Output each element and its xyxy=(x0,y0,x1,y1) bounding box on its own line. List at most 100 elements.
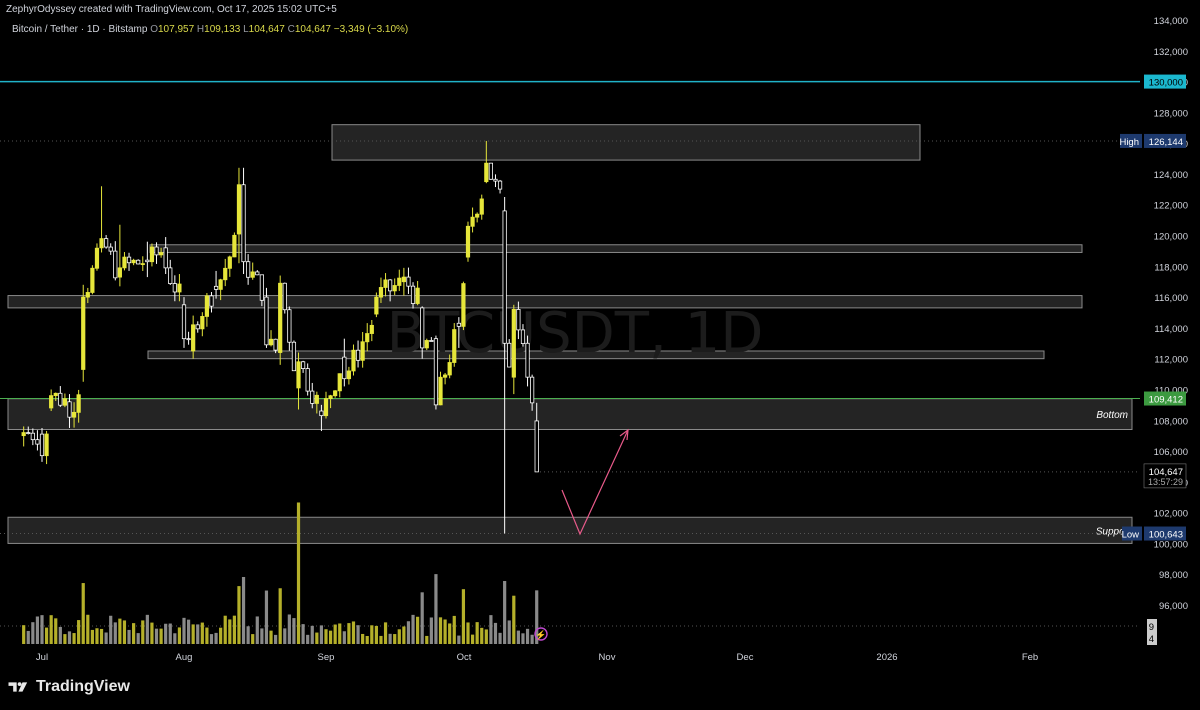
volume-bar xyxy=(72,633,76,644)
volume-bar xyxy=(232,615,236,644)
low-value-tag: 100,643 xyxy=(1149,530,1183,541)
high-label-tag-bg xyxy=(1120,133,1142,148)
candle-body xyxy=(62,398,68,406)
countdown-tag: 13:57:29 xyxy=(1148,477,1183,487)
open-value: 107,957 xyxy=(157,24,195,35)
volume-bar xyxy=(118,618,122,644)
volume-bar xyxy=(425,635,429,644)
volume-bar xyxy=(99,628,104,644)
volume-bar xyxy=(35,616,40,644)
volume-bar xyxy=(109,615,113,644)
volume-bar xyxy=(306,634,310,644)
low-label-tag: Low xyxy=(1122,530,1140,541)
volume-bar xyxy=(132,623,136,644)
volume-bar xyxy=(416,616,420,644)
candle-body xyxy=(104,238,109,248)
candle-body xyxy=(516,309,521,331)
candle-body xyxy=(90,267,95,293)
price-labels: 130,000 High 126,144 109,412 104,64713:57:29… xyxy=(534,74,1187,645)
candle-body xyxy=(465,225,471,258)
candle-body xyxy=(484,162,489,183)
volume-bar xyxy=(498,632,502,644)
time-axis[interactable]: Jul Aug Sep Oct Nov Dec 2026 Feb xyxy=(36,652,1038,663)
candle-body xyxy=(154,246,159,256)
candle-body xyxy=(259,274,264,301)
green-level-tag-bg xyxy=(1144,391,1186,406)
candle-body xyxy=(200,316,205,330)
volume-bar xyxy=(535,590,539,644)
volume-bar xyxy=(328,630,333,644)
last-price-tag-bg xyxy=(1143,463,1187,489)
volume-bar xyxy=(122,620,127,644)
candle-body xyxy=(497,180,503,190)
candle-body xyxy=(71,411,77,418)
volume-bar xyxy=(493,622,498,644)
candle-body xyxy=(49,395,54,409)
candle-body xyxy=(296,361,301,389)
symbol-name[interactable]: Bitcoin / Tether · 1D · Bitstamp xyxy=(12,24,148,35)
candle-body xyxy=(181,304,187,340)
volume-bar xyxy=(31,622,35,644)
candle-body xyxy=(438,376,443,406)
volume-bar xyxy=(241,576,246,644)
volume-bar xyxy=(274,634,278,644)
time-tick: Dec xyxy=(737,652,754,663)
projection-arrowhead xyxy=(619,428,629,441)
volume-bar xyxy=(191,624,195,644)
lightning-icon: ⚡ xyxy=(535,629,546,641)
volume-bar xyxy=(168,623,172,644)
volume-bar xyxy=(356,625,360,644)
volume-bar xyxy=(173,633,177,644)
candle-body xyxy=(401,276,406,283)
low-value: 104,647 xyxy=(248,24,285,35)
candle-body xyxy=(131,259,136,264)
tradingview-logo[interactable]: TradingView xyxy=(8,678,130,696)
candle-body xyxy=(314,394,319,404)
price-tick: 112,000 xyxy=(1154,355,1188,366)
candle-body xyxy=(246,261,251,278)
candle-body xyxy=(488,162,494,180)
candle-body xyxy=(452,329,457,363)
time-tick: Feb xyxy=(1022,652,1038,663)
volume-bar xyxy=(516,630,520,644)
volume-bar xyxy=(393,634,397,644)
price-axis[interactable]: 96,00098,000100,000102,000104,000106,000… xyxy=(1154,16,1188,612)
volume-bar xyxy=(26,630,30,644)
price-tick: 122,000 xyxy=(1154,201,1188,212)
candle-body xyxy=(287,309,292,343)
volume-bar xyxy=(86,614,90,644)
price-tick: 120,000 xyxy=(1154,232,1188,243)
volume-bar xyxy=(406,621,411,644)
candle-body xyxy=(204,295,210,317)
candle-body xyxy=(424,340,429,349)
volume-bar xyxy=(315,632,319,644)
volume-bar xyxy=(429,617,433,644)
candle-body xyxy=(250,271,255,278)
volume-bar xyxy=(342,631,346,644)
volume-bar xyxy=(251,634,255,644)
volume-bar xyxy=(205,627,209,644)
candle-body xyxy=(383,279,388,288)
volume-bar xyxy=(457,635,461,644)
candle-body xyxy=(264,296,269,346)
time-tick: 2026 xyxy=(876,652,897,663)
volume-bar xyxy=(164,623,168,644)
candle-body xyxy=(346,370,352,380)
candle-body xyxy=(223,267,228,281)
candle-body xyxy=(342,356,347,380)
candle-body xyxy=(227,256,232,269)
zone-box xyxy=(149,244,1083,253)
projection-arrow xyxy=(561,428,629,536)
candles-layer xyxy=(21,140,539,534)
low-value-tag-bg xyxy=(1144,526,1186,541)
price-tick: 110,000 xyxy=(1154,385,1188,396)
candle-body xyxy=(351,349,356,372)
candle-body xyxy=(76,394,81,413)
high-label-tag: High xyxy=(1119,137,1139,148)
candle-body xyxy=(323,398,329,417)
price-tick: 132,000 xyxy=(1154,47,1188,58)
close-label: C xyxy=(287,24,295,35)
volume-bar xyxy=(214,632,218,644)
zone-box xyxy=(7,398,1133,431)
